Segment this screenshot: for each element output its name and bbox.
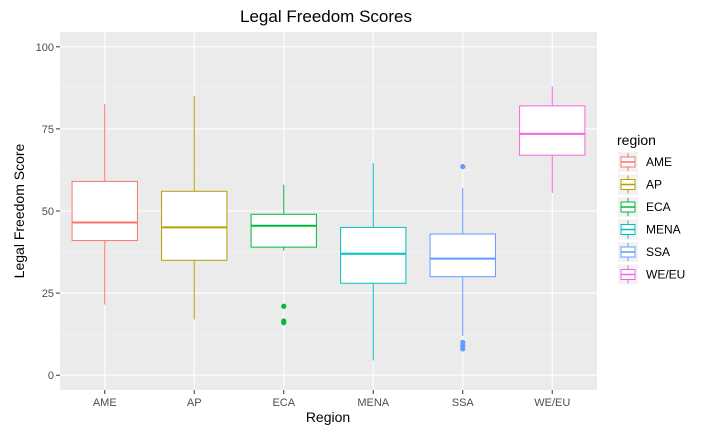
legend-label: WE/EU (646, 268, 685, 282)
box-eca (250, 184, 317, 326)
legend-label: ECA (646, 200, 671, 214)
box-ssa (429, 164, 496, 352)
box-iqr (519, 105, 586, 156)
legend-item-eca: ECA (618, 197, 671, 217)
legend-label: AME (646, 155, 672, 169)
x-tick-label: MENA (357, 397, 389, 409)
box-iqr (429, 233, 496, 278)
box-iqr (71, 180, 138, 242)
legend-item-ame: AME (618, 152, 672, 172)
x-tick-label: SSA (452, 397, 475, 409)
box-ap (161, 96, 228, 320)
legend-label: AP (646, 178, 662, 192)
x-tick-label: ECA (272, 397, 295, 409)
y-axis-ticks: 0 25 50 75 100 (36, 42, 60, 382)
box-we-eu (519, 86, 586, 193)
boxes (71, 86, 586, 361)
legend-label: MENA (646, 223, 681, 237)
box-iqr (340, 226, 407, 284)
x-tick-label: AME (93, 397, 117, 409)
box-iqr (250, 213, 317, 248)
x-axis-title: Region (306, 409, 350, 425)
x-tick-label: AP (187, 397, 202, 409)
legend-title: region (617, 132, 656, 148)
outlier-point (281, 320, 287, 326)
y-tick-label: 0 (48, 370, 54, 382)
legend-item-mena: MENA (618, 219, 681, 240)
box-ame (71, 104, 138, 305)
legend-item-we-eu: WE/EU (618, 264, 685, 285)
box-mena (340, 163, 407, 361)
x-axis-ticks: AME AP ECA MENA SSA WE/EU (93, 390, 570, 409)
outlier-point (281, 303, 287, 309)
legend-item-ssa: SSA (618, 242, 670, 262)
y-tick-label: 50 (42, 206, 54, 218)
y-tick-label: 100 (36, 42, 54, 54)
y-axis-title: Legal Freedom Score (11, 143, 27, 278)
chart-title: Legal Freedom Scores (240, 7, 412, 26)
y-tick-label: 75 (42, 124, 54, 136)
y-tick-label: 25 (42, 288, 54, 300)
x-tick-label: WE/EU (534, 397, 570, 409)
legend: region AME AP ECA MENA SSA WE/EU (617, 132, 685, 285)
legend-label: SSA (646, 245, 670, 259)
outlier-point (460, 164, 466, 170)
box-iqr (161, 190, 228, 261)
legend-item-ap: AP (618, 174, 662, 195)
outlier-point (460, 346, 466, 352)
